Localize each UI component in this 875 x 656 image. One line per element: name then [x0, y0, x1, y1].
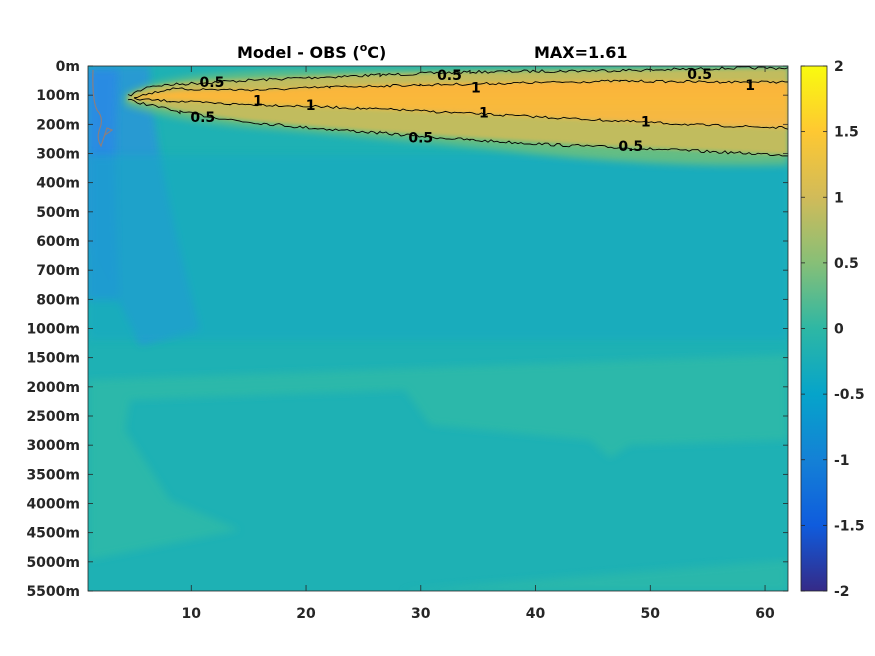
y-tick-label: 600m	[36, 234, 80, 250]
colorbar-tick-label: -0.5	[834, 387, 865, 403]
contour-line	[127, 98, 788, 157]
colorbar-ticks: 2 1.5 1 0.5 0 -0.5 -1 -1.5 -2	[801, 59, 865, 600]
y-tick-label: 0m	[56, 59, 80, 75]
contour-lines	[127, 66, 788, 157]
heatmap-plot: 0.5 0.5 0.5 1 1 1 1 1 1 0.5 0.5 0.5	[88, 66, 788, 591]
contour-label: 0.5	[190, 110, 215, 126]
colorbar-tick-label: -1.5	[834, 518, 865, 534]
colorbar-tick-label: -1	[834, 453, 850, 469]
y-tick-label: 1500m	[26, 351, 80, 367]
contour-label: 1	[479, 106, 489, 122]
colorbar-tick-label: 2	[834, 59, 844, 75]
y-tick-label: 300m	[36, 147, 80, 163]
y-tick-label: 3500m	[26, 467, 80, 483]
contour-label: 1	[641, 114, 651, 130]
title-degree-superscript: o	[360, 41, 368, 54]
y-tick-label: 4000m	[26, 497, 80, 513]
contour-region-1	[134, 81, 788, 128]
y-tick-label: 700m	[36, 263, 80, 279]
y-tick-label: 200m	[36, 117, 80, 133]
max-label: MAX=1.61	[534, 43, 628, 62]
colorbar-tick-label: -2	[834, 584, 850, 600]
y-tick-label: 2000m	[26, 380, 80, 396]
colorbar-tick-label: 0.5	[834, 256, 859, 272]
contour-label: 1	[253, 93, 263, 109]
y-tick-label: 5500m	[26, 584, 80, 600]
y-tick-label: 400m	[36, 176, 80, 192]
contour-line	[127, 66, 788, 97]
x-axis-ticks: 10 20 30 40 50 60	[182, 66, 775, 622]
contour-label: 1	[306, 98, 316, 114]
contour-label: 0.5	[687, 67, 712, 83]
x-tick-label: 20	[296, 606, 316, 622]
y-tick-label: 5000m	[26, 555, 80, 571]
contour-label: 0.5	[200, 75, 225, 91]
chart-title: Model - OBS (oC)	[237, 41, 386, 62]
x-tick-label: 40	[526, 606, 546, 622]
contour-line	[133, 97, 788, 130]
deep-warm-region	[88, 355, 788, 560]
y-tick-label: 500m	[36, 205, 80, 221]
x-tick-label: 10	[182, 606, 202, 622]
negative-contour-line	[92, 69, 114, 148]
x-tick-label: 50	[641, 606, 661, 622]
subsurface-band	[88, 155, 788, 340]
y-tick-label: 800m	[36, 292, 80, 308]
y-tick-label: 1000m	[26, 322, 80, 338]
x-tick-label: 60	[755, 606, 775, 622]
colorbar-tick-label: 1.5	[834, 125, 859, 141]
colorbar-tick-label: 1	[834, 190, 844, 206]
contour-line	[133, 79, 788, 99]
contour-labels: 0.5 0.5 0.5 1 1 1 1 1 1 0.5 0.5 0.5	[190, 67, 755, 155]
colorbar-tick-label: 0	[834, 322, 844, 338]
y-tick-label: 2500m	[26, 409, 80, 425]
title-unit: C)	[367, 43, 386, 62]
contour-label: 1	[745, 78, 755, 94]
y-tick-label: 100m	[36, 88, 80, 104]
y-axis-ticks: 0m 100m 200m 300m 400m 500m 600m 700m 800m 1000m 1…	[26, 59, 788, 600]
x-tick-label: 30	[411, 606, 431, 622]
contour-label: 1	[471, 80, 481, 96]
y-tick-label: 4500m	[26, 526, 80, 542]
colorbar	[800, 65, 828, 592]
contour-label: 0.5	[437, 68, 462, 84]
bottom-warm-region	[400, 560, 788, 591]
y-tick-label: 3000m	[26, 438, 80, 454]
contour-label: 0.5	[618, 139, 643, 155]
contour-label: 0.5	[408, 130, 433, 146]
